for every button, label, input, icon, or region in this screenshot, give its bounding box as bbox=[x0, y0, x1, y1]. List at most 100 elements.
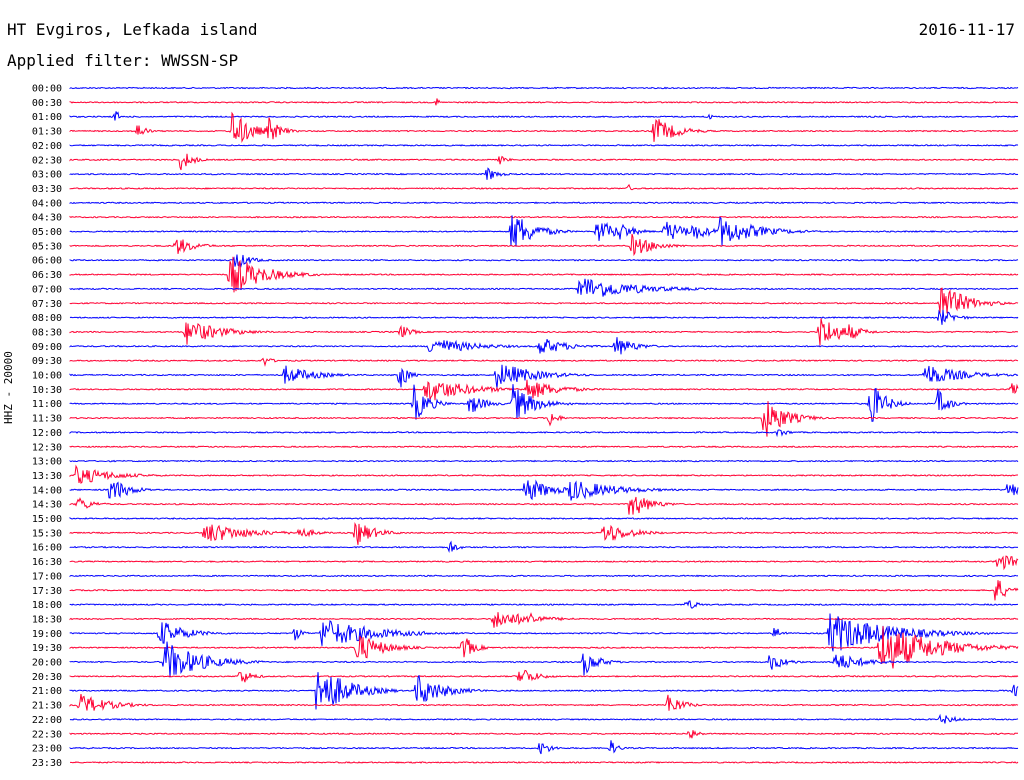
trace-row-0630 bbox=[69, 256, 1019, 293]
trace-row-1200 bbox=[69, 429, 1019, 438]
time-tick-0800: 08:00 bbox=[32, 313, 62, 324]
time-tick-2330: 23:30 bbox=[32, 758, 62, 769]
time-tick-0700: 07:00 bbox=[32, 284, 62, 295]
time-tick-0630: 06:30 bbox=[32, 270, 62, 281]
trace-row-0330 bbox=[69, 183, 1019, 191]
trace-row-0530 bbox=[69, 233, 1019, 257]
trace-row-0900 bbox=[69, 337, 1019, 355]
trace-row-0400 bbox=[69, 201, 1019, 205]
time-tick-0230: 02:30 bbox=[32, 155, 62, 166]
time-tick-1800: 18:00 bbox=[32, 600, 62, 611]
time-tick-0330: 03:30 bbox=[32, 184, 62, 195]
time-tick-1900: 19:00 bbox=[32, 629, 62, 640]
time-tick-0530: 05:30 bbox=[32, 241, 62, 252]
trace-row-1300 bbox=[69, 459, 1019, 463]
time-tick-2300: 23:00 bbox=[32, 744, 62, 755]
trace-row-1630 bbox=[69, 555, 1019, 571]
time-tick-1030: 10:30 bbox=[32, 385, 62, 396]
time-tick-0300: 03:00 bbox=[32, 170, 62, 181]
time-tick-1630: 16:30 bbox=[32, 557, 62, 568]
trace-row-0700 bbox=[69, 278, 1019, 297]
time-tick-1530: 15:30 bbox=[32, 528, 62, 539]
time-tick-0030: 00:30 bbox=[32, 98, 62, 109]
trace-row-0600 bbox=[69, 254, 1019, 268]
time-tick-1300: 13:00 bbox=[32, 457, 62, 468]
trace-row-0730 bbox=[69, 287, 1019, 314]
time-tick-labels: 00:00 00:30 01:00 01:30 02:00 02:30 03:00 03:30… bbox=[32, 84, 62, 769]
time-tick-1930: 19:30 bbox=[32, 643, 62, 654]
time-tick-1600: 16:00 bbox=[32, 543, 62, 554]
trace-row-1430 bbox=[69, 496, 1019, 515]
trace-row-1800 bbox=[69, 600, 1018, 609]
time-tick-0400: 04:00 bbox=[32, 198, 62, 209]
trace-row-1530 bbox=[69, 521, 1018, 545]
time-tick-1100: 11:00 bbox=[32, 399, 62, 410]
time-tick-0900: 09:00 bbox=[32, 342, 62, 353]
trace-row-0500 bbox=[69, 215, 1019, 247]
trace-row-2300 bbox=[69, 740, 1019, 755]
trace-rows bbox=[69, 86, 1019, 764]
time-tick-1130: 11:30 bbox=[32, 414, 62, 425]
trace-row-0000 bbox=[69, 86, 1019, 90]
trace-row-1600 bbox=[69, 540, 1019, 553]
time-tick-1730: 17:30 bbox=[32, 586, 62, 597]
time-tick-0130: 01:30 bbox=[32, 127, 62, 138]
trace-row-0230 bbox=[69, 153, 1019, 171]
trace-row-1700 bbox=[69, 574, 1019, 578]
time-tick-1430: 14:30 bbox=[32, 500, 62, 511]
trace-row-1330 bbox=[69, 464, 1018, 485]
trace-row-0300 bbox=[69, 167, 1019, 180]
trace-row-0030 bbox=[69, 98, 1019, 106]
trace-row-0200 bbox=[69, 144, 1019, 147]
time-tick-2130: 21:30 bbox=[32, 701, 62, 712]
time-tick-0600: 06:00 bbox=[32, 256, 62, 267]
station-title: HT Evgiros, Lefkada island bbox=[7, 20, 258, 39]
trace-row-2000 bbox=[69, 641, 1018, 678]
trace-row-2330 bbox=[70, 761, 1019, 764]
trace-row-0130 bbox=[69, 111, 1019, 144]
time-tick-2000: 20:00 bbox=[32, 658, 62, 669]
time-tick-0000: 00:00 bbox=[32, 84, 62, 95]
trace-row-0100 bbox=[69, 111, 1019, 121]
trace-row-2230 bbox=[69, 730, 1018, 739]
time-tick-2030: 20:30 bbox=[32, 672, 62, 683]
time-tick-1700: 17:00 bbox=[32, 571, 62, 582]
trace-row-2030 bbox=[69, 669, 1019, 683]
time-tick-0930: 09:30 bbox=[32, 356, 62, 367]
trace-row-1730 bbox=[69, 580, 1019, 601]
trace-row-1030 bbox=[69, 379, 1019, 401]
time-tick-2230: 22:30 bbox=[32, 729, 62, 740]
trace-row-0830 bbox=[69, 318, 1019, 346]
trace-row-0930 bbox=[69, 357, 1019, 367]
trace-row-2100 bbox=[69, 672, 1019, 710]
time-tick-0100: 01:00 bbox=[32, 112, 62, 123]
time-tick-0730: 07:30 bbox=[32, 299, 62, 310]
time-tick-0500: 05:00 bbox=[32, 227, 62, 238]
trace-row-2130 bbox=[69, 694, 1019, 711]
time-tick-2200: 22:00 bbox=[32, 715, 62, 726]
time-tick-0830: 08:30 bbox=[32, 327, 62, 338]
time-tick-1400: 14:00 bbox=[32, 485, 62, 496]
time-tick-1200: 12:00 bbox=[32, 428, 62, 439]
time-tick-2100: 21:00 bbox=[32, 686, 62, 697]
filter-label: Applied filter: WWSSN-SP bbox=[7, 51, 239, 70]
trace-row-1000 bbox=[69, 364, 1019, 389]
time-tick-1230: 12:30 bbox=[32, 442, 62, 453]
time-tick-0430: 04:30 bbox=[32, 213, 62, 224]
trace-row-2200 bbox=[69, 713, 1019, 724]
time-tick-0200: 02:00 bbox=[32, 141, 62, 152]
time-tick-1500: 15:00 bbox=[32, 514, 62, 525]
trace-row-1100 bbox=[69, 384, 1019, 422]
trace-row-1500 bbox=[69, 517, 1019, 520]
trace-row-0430 bbox=[69, 215, 1019, 219]
trace-row-1230 bbox=[69, 445, 1019, 449]
trace-row-1830 bbox=[69, 612, 1019, 628]
date-label: 2016-11-17 bbox=[918, 20, 1015, 39]
time-tick-1830: 18:30 bbox=[32, 614, 62, 625]
time-tick-1000: 10:00 bbox=[32, 371, 62, 382]
trace-row-1130 bbox=[69, 401, 1019, 437]
trace-row-0800 bbox=[69, 309, 1019, 325]
time-tick-1330: 13:30 bbox=[32, 471, 62, 482]
trace-row-1900 bbox=[69, 613, 1018, 652]
